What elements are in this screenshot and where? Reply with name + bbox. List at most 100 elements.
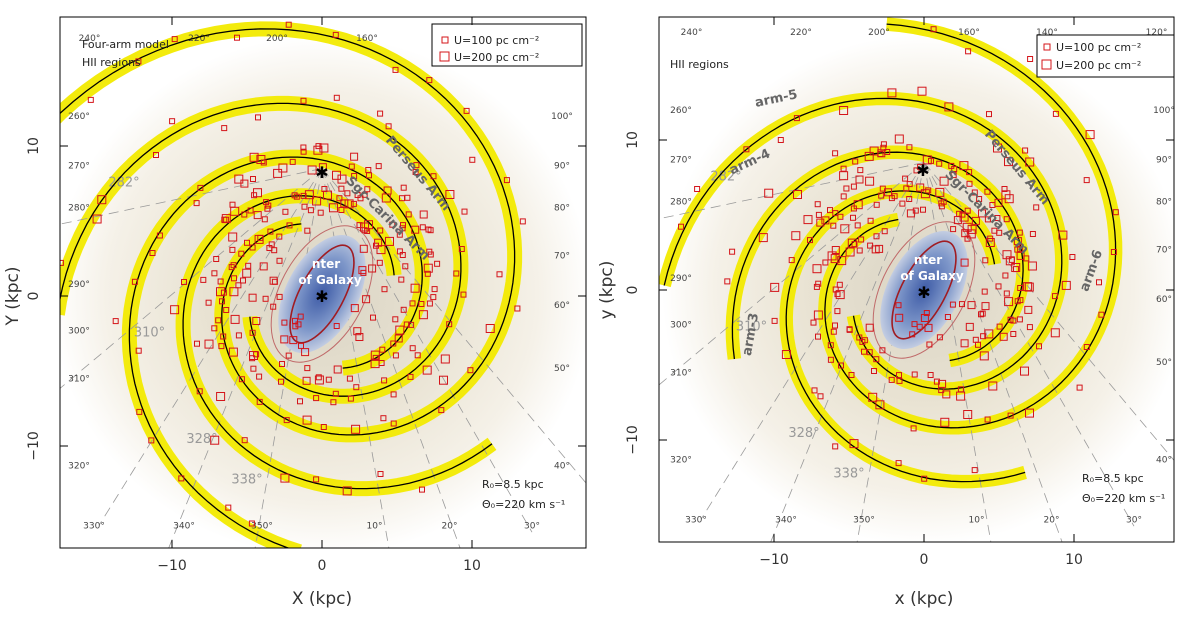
longitude-ray	[60, 168, 323, 225]
arm-label: arm-3	[740, 312, 762, 357]
hii-region-marker	[398, 276, 405, 283]
hii-region-marker	[333, 323, 340, 329]
hii-region-marker	[273, 168, 283, 178]
hii-region-marker	[967, 301, 976, 310]
hii-region-marker	[514, 305, 521, 312]
inner-longitude-label: 282°	[710, 170, 741, 185]
hii-region-marker	[879, 347, 886, 354]
hii-region-marker	[858, 236, 865, 243]
rim-longitude-label: 60°	[554, 301, 570, 311]
arm-lines	[663, 23, 1117, 483]
hii-region-marker	[1024, 305, 1033, 314]
hii-region-marker	[376, 259, 383, 266]
hii-region-marker	[971, 216, 980, 225]
hii-region-marker	[1027, 261, 1037, 271]
hii-region-marker	[840, 224, 850, 234]
hii-region-marker	[770, 282, 780, 292]
hii-region-marker	[978, 311, 984, 318]
hii-region-marker	[193, 200, 200, 207]
rim-longitude-label: 60°	[1156, 295, 1172, 305]
hii-region-marker	[380, 415, 387, 422]
hii-region-marker	[302, 376, 311, 385]
hii-region-marker	[964, 207, 971, 214]
y-tick-label: 10	[625, 131, 641, 149]
hii-region-marker	[366, 172, 372, 179]
hii-region-marker	[364, 228, 371, 234]
rim-longitude-label: 240°	[681, 28, 703, 38]
hii-region-marker	[831, 246, 840, 254]
hii-region-marker	[811, 387, 818, 394]
rim-longitude-label: 30°	[524, 522, 540, 532]
hii-region-marker	[791, 231, 801, 241]
hii-region-marker	[940, 417, 950, 427]
hii-region-marker	[981, 288, 988, 295]
hii-region-marker	[312, 196, 322, 206]
gc-marker: ✱	[315, 289, 328, 306]
hii-region-marker	[211, 270, 218, 277]
hii-region-marker	[424, 270, 431, 277]
hii-region-marker	[930, 26, 937, 33]
hii-region-marker	[921, 475, 928, 482]
hii-region-marker	[148, 437, 155, 444]
hii-region-marker	[469, 156, 476, 163]
hii-region-marker	[289, 336, 298, 345]
hii-region-marker	[978, 209, 986, 218]
longitude-ray	[168, 168, 323, 548]
hii-region-marker	[1017, 245, 1024, 252]
hii-region-marker	[906, 196, 913, 202]
hii-region-marker	[1085, 130, 1095, 140]
rim-longitude-label: 50°	[1156, 358, 1172, 368]
hii-region-marker	[314, 375, 324, 385]
hii-region-marker	[830, 254, 840, 264]
hii-region-marker	[279, 361, 285, 367]
hii-region-marker	[358, 266, 367, 275]
legend-label-large: U=200 pc cm⁻²	[454, 51, 539, 64]
hii-region-marker	[895, 313, 904, 322]
hii-region-marker	[374, 238, 383, 247]
hii-region-marker	[1033, 204, 1040, 211]
x-tick-label: −10	[759, 552, 789, 568]
hii-region-marker	[300, 144, 307, 151]
hii-region-marker	[891, 193, 898, 200]
hii-region-marker	[323, 190, 332, 200]
hii-region-marker	[265, 202, 272, 209]
x-axis-label: X (kpc)	[292, 589, 352, 609]
hii-region-marker	[249, 329, 256, 336]
rim-longitude-label: 10°	[367, 522, 383, 532]
hii-region-marker	[807, 237, 813, 244]
hii-region-marker	[267, 228, 274, 235]
hii-region-marker	[485, 324, 495, 333]
hii-region-marker	[344, 199, 354, 209]
hii-region-marker	[503, 177, 510, 184]
arm-line	[60, 28, 516, 436]
hii-region-marker	[1020, 366, 1029, 376]
hii-region-marker	[822, 259, 829, 266]
hii-region-marker	[362, 295, 371, 304]
hii-region-marker	[377, 471, 384, 477]
legend-marker-large	[439, 51, 450, 62]
hii-region-marker	[1010, 331, 1017, 337]
hii-region-marker	[280, 335, 289, 344]
hii-region-marker	[849, 439, 859, 449]
y-tick-label: −10	[625, 425, 641, 455]
hii-region-marker	[346, 375, 353, 382]
inner-longitude-label: 328°	[788, 426, 819, 441]
hii-region-marker	[228, 347, 238, 357]
hii-region-marker	[1001, 186, 1008, 192]
hii-region-marker	[832, 150, 839, 157]
hii-region-marker	[181, 279, 187, 285]
hii-region-marker	[377, 227, 384, 234]
rim-longitude-label: 40°	[554, 462, 570, 472]
hii-region-marker	[835, 290, 845, 300]
y-tick-label: −10	[26, 431, 42, 461]
hii-region-marker	[356, 222, 363, 229]
hii-region-marker	[169, 118, 176, 125]
hii-region-marker	[210, 435, 220, 445]
hii-region-marker	[60, 259, 64, 266]
hii-region-marker	[743, 146, 750, 153]
hii-region-marker	[845, 247, 855, 257]
hii-region-marker	[871, 368, 877, 374]
rim-longitude-label: 80°	[554, 204, 570, 214]
hii-region-marker	[390, 340, 397, 347]
hii-region-marker	[240, 277, 246, 284]
